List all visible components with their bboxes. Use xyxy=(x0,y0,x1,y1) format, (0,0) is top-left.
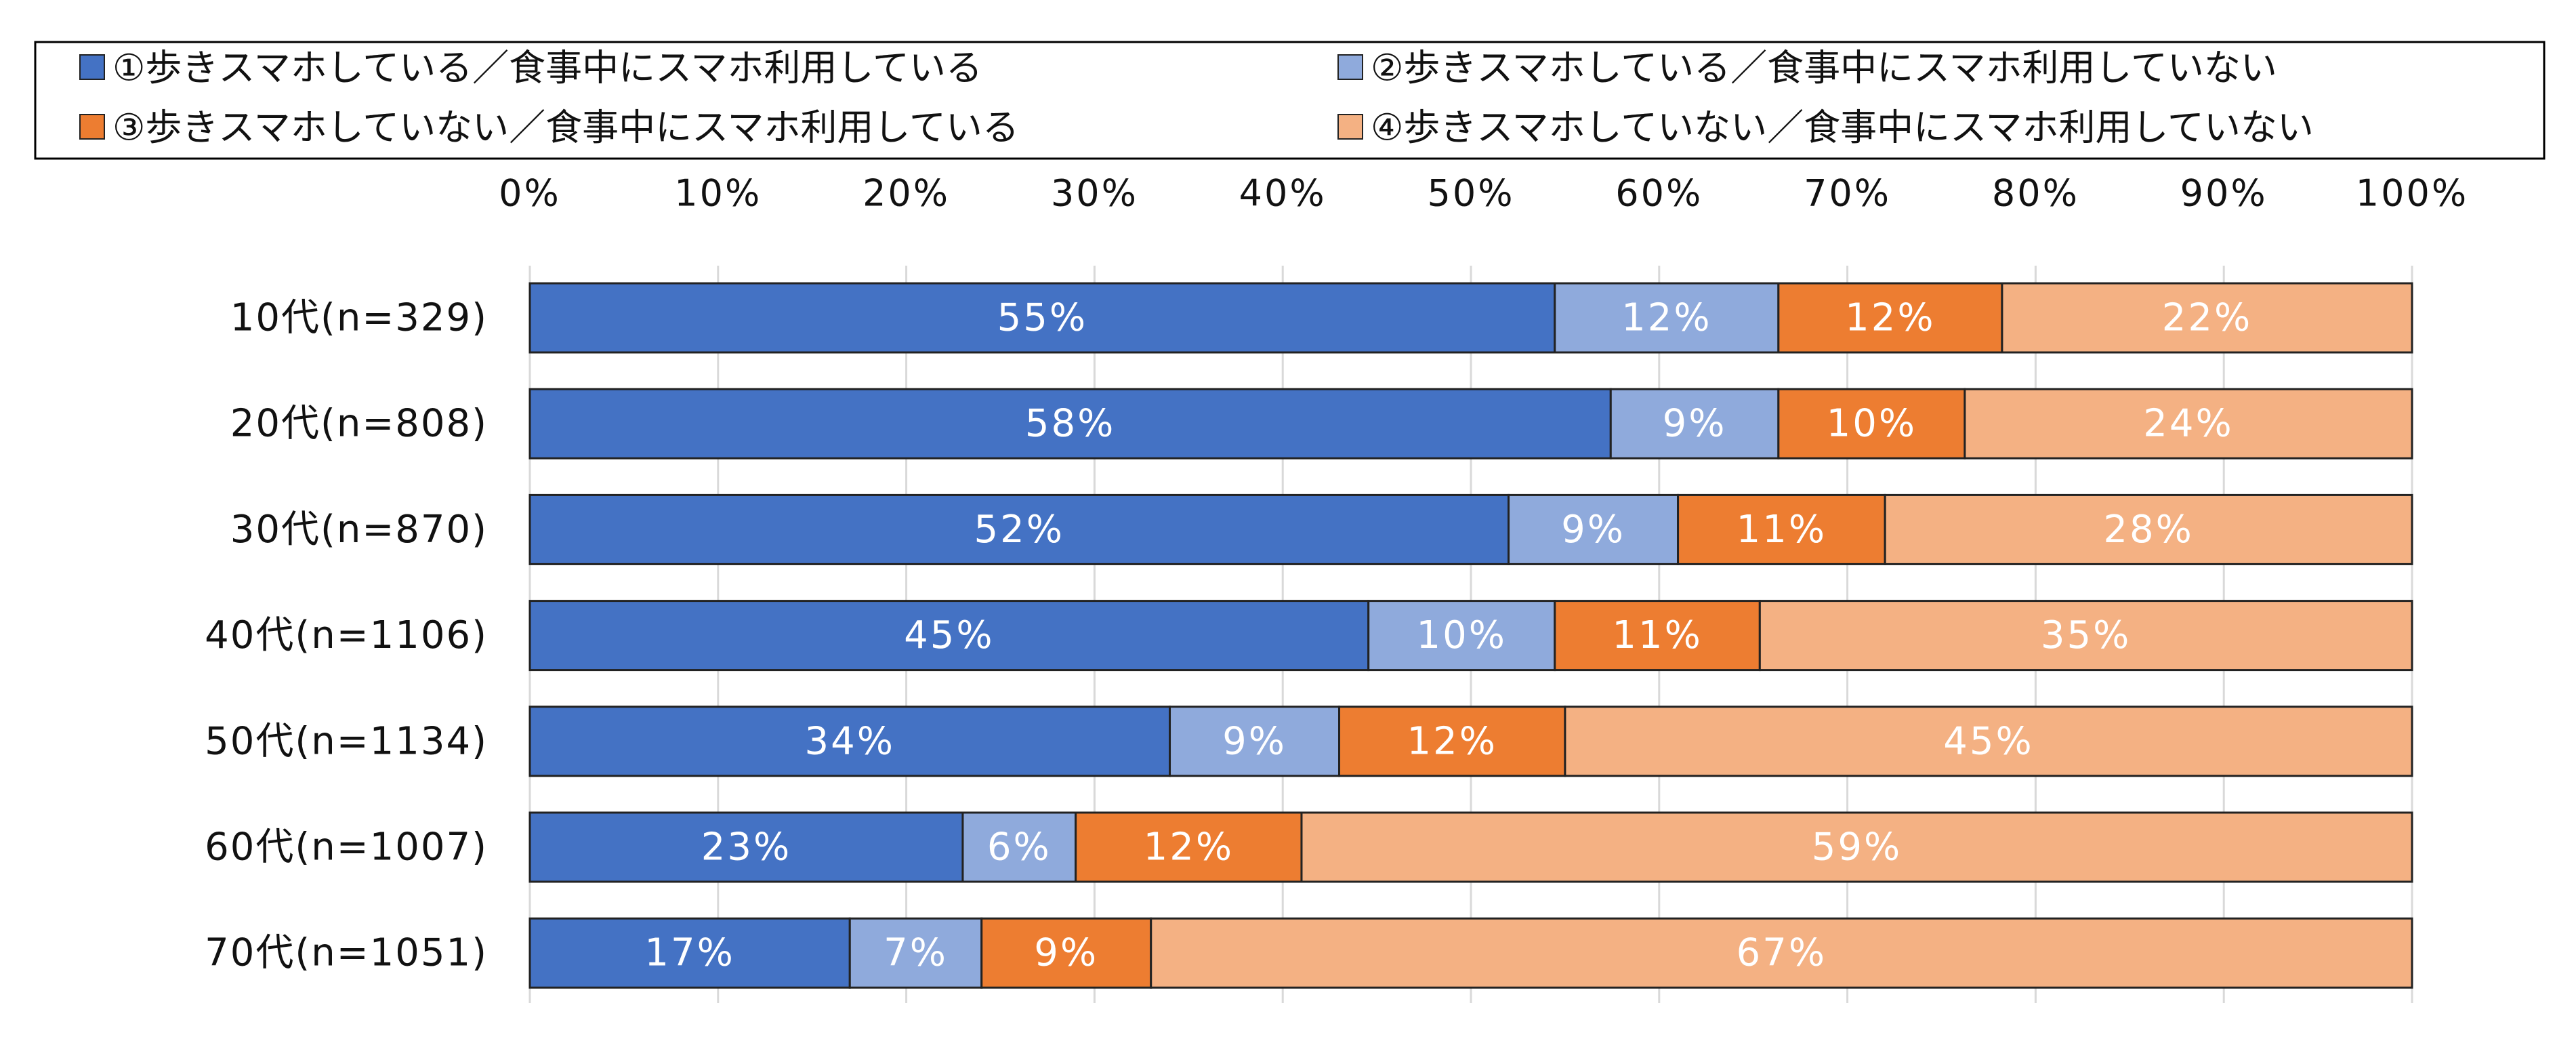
category-label: 20代(n=808) xyxy=(230,402,488,446)
bar-segment xyxy=(1884,493,2413,565)
x-tick-label: 30% xyxy=(1051,172,1138,215)
x-axis-tick-labels: 0% 10% 20% 30% 40% 50% 60% 70% 80% 90% 100% xyxy=(499,172,2468,215)
bar-segment xyxy=(528,706,1171,777)
legend-frame xyxy=(34,41,2546,160)
bar-segment xyxy=(1300,811,2413,883)
data-label: 12% xyxy=(1407,719,1497,763)
bar-segment xyxy=(1150,917,2413,989)
data-label: 24% xyxy=(2143,402,2233,446)
data-label: 17% xyxy=(644,931,734,975)
data-label: 10% xyxy=(1417,613,1507,657)
data-label: 9% xyxy=(1034,931,1098,975)
x-tick-label: 20% xyxy=(863,172,950,215)
data-label: 11% xyxy=(1612,613,1702,657)
bar-row: 55% 12% 12% 22% xyxy=(528,282,2413,354)
bar-segment xyxy=(1554,600,1761,672)
legend-label: ②歩きスマホしている／食事中にスマホ利用していない xyxy=(1371,47,2277,89)
category-labels: 10代(n=329) 20代(n=808) 30代(n=870) 40代(n=1106… xyxy=(205,296,488,975)
legend: ①歩きスマホしている／食事中にスマホ利用している ②歩きスマホしている／食事中にス… xyxy=(34,41,2546,160)
x-tick-label: 70% xyxy=(1804,172,1891,215)
category-label: 50代(n=1134) xyxy=(205,719,488,763)
data-label: 35% xyxy=(2041,613,2131,657)
data-label: 45% xyxy=(904,613,994,657)
bar-segment xyxy=(528,493,1510,565)
x-tick-label: 100% xyxy=(2356,172,2468,215)
legend-swatch xyxy=(79,114,105,140)
bar-row: 23% 6% 12% 59% xyxy=(528,811,2413,883)
bar-segment xyxy=(1758,600,2413,672)
data-label: 12% xyxy=(1621,296,1711,340)
data-label: 28% xyxy=(2103,508,2193,552)
legend-item: ④歩きスマホしていない／食事中にスマホ利用していない xyxy=(1337,106,2314,149)
data-label: 58% xyxy=(1025,402,1115,446)
data-label: 9% xyxy=(1222,719,1287,763)
bar-segment xyxy=(528,600,1370,672)
x-tick-label: 50% xyxy=(1427,172,1514,215)
legend-item: ①歩きスマホしている／食事中にスマホ利用している xyxy=(79,47,982,89)
bar-segment xyxy=(1609,388,1780,460)
data-label: 7% xyxy=(884,931,948,975)
data-label: 52% xyxy=(974,508,1064,552)
category-label: 30代(n=870) xyxy=(230,508,488,552)
x-tick-label: 40% xyxy=(1239,172,1327,215)
bar-segment xyxy=(528,282,1556,354)
legend-swatch xyxy=(1337,114,1363,140)
legend-label: ③歩きスマホしていない／食事中にスマホ利用している xyxy=(112,106,1019,149)
legend-label: ④歩きスマホしていない／食事中にスマホ利用していない xyxy=(1371,106,2314,149)
data-label: 59% xyxy=(1812,825,1902,870)
data-label: 9% xyxy=(1561,508,1625,552)
data-label: 11% xyxy=(1737,508,1827,552)
legend-label: ①歩きスマホしている／食事中にスマホ利用している xyxy=(112,47,982,89)
legend-swatch xyxy=(1337,54,1363,80)
bar-segment xyxy=(2001,282,2413,354)
legend-item: ③歩きスマホしていない／食事中にスマホ利用している xyxy=(79,106,1019,149)
data-label: 9% xyxy=(1663,402,1727,446)
bar-segment xyxy=(1169,706,1341,777)
legend-swatch xyxy=(79,54,105,80)
bar-row: 34% 9% 12% 45% xyxy=(528,706,2413,777)
bar-segment xyxy=(1777,282,2003,354)
bar-segment xyxy=(848,917,983,989)
data-label: 10% xyxy=(1827,402,1917,446)
bars: 55% 12% 12% 22% 58% 9% 10% 24% 52% 9% 11% 28% 45% 10%… xyxy=(528,282,2413,989)
bar-segment xyxy=(1075,811,1303,883)
category-label: 10代(n=329) xyxy=(230,296,488,340)
bar-segment xyxy=(1367,600,1556,672)
bar-segment xyxy=(1338,706,1566,777)
data-label: 22% xyxy=(2162,296,2252,340)
data-label: 34% xyxy=(805,719,895,763)
x-tick-label: 90% xyxy=(2180,172,2268,215)
bar-row: 45% 10% 11% 35% xyxy=(528,600,2413,672)
data-label: 6% xyxy=(987,825,1052,870)
x-tick-label: 0% xyxy=(499,172,561,215)
bar-segment xyxy=(1677,493,1886,565)
bar-segment xyxy=(528,388,1612,460)
x-tick-label: 60% xyxy=(1615,172,1703,215)
bar-row: 52% 9% 11% 28% xyxy=(528,493,2413,565)
bar-row: 17% 7% 9% 67% xyxy=(528,917,2413,989)
bar-segment xyxy=(1508,493,1680,565)
category-label: 40代(n=1106) xyxy=(205,613,488,657)
legend-item: ②歩きスマホしている／食事中にスマホ利用していない xyxy=(1337,47,2277,89)
data-label: 55% xyxy=(997,296,1087,340)
data-label: 12% xyxy=(1845,296,1935,340)
bar-segment xyxy=(961,811,1077,883)
category-label: 60代(n=1007) xyxy=(205,825,488,870)
bar-segment xyxy=(528,811,964,883)
data-label: 67% xyxy=(1737,931,1827,975)
x-tick-label: 10% xyxy=(674,172,762,215)
bar-row: 58% 9% 10% 24% xyxy=(528,388,2413,460)
data-label: 23% xyxy=(701,825,791,870)
bar-segment xyxy=(528,917,851,989)
x-tick-label: 80% xyxy=(1992,172,2079,215)
data-label: 45% xyxy=(1943,719,2033,763)
category-label: 70代(n=1051) xyxy=(205,931,488,975)
bar-segment xyxy=(1964,388,2413,460)
bar-segment xyxy=(1564,706,2413,777)
data-label: 12% xyxy=(1144,825,1234,870)
